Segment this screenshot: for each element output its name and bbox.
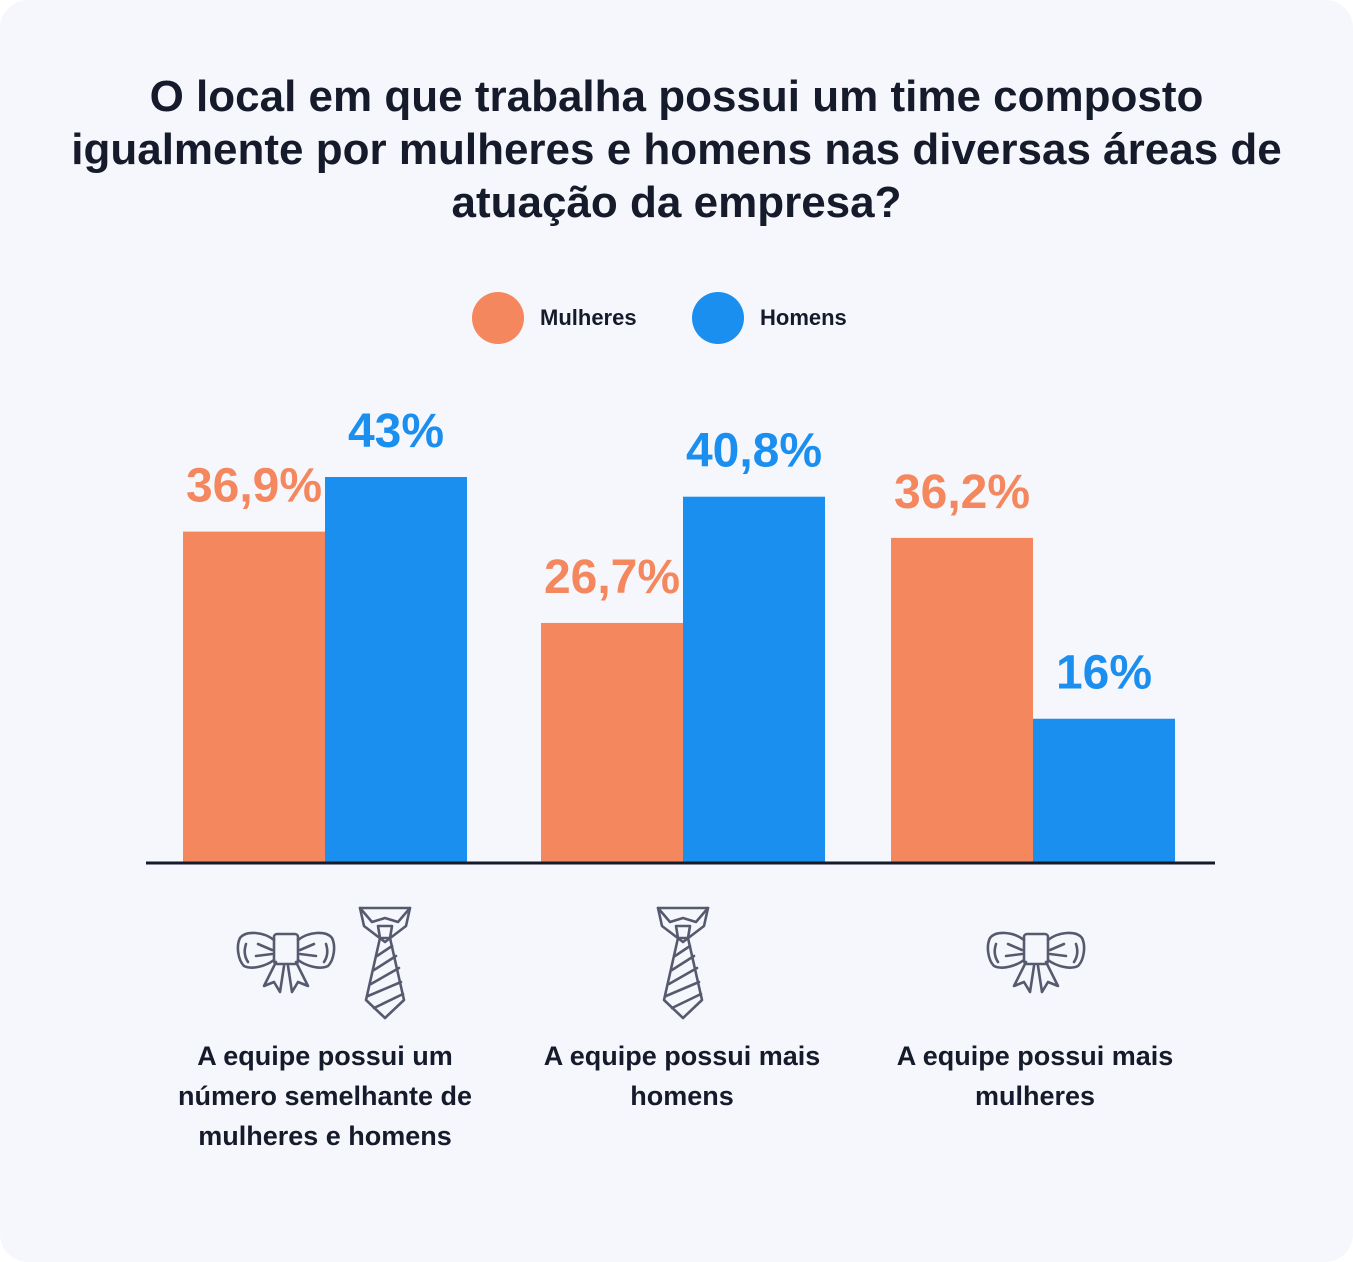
bar-men [683, 496, 825, 862]
category-label: A equipe possui um número semelhante de … [177, 1041, 473, 1151]
bar-chart: 36,9% 26,7% 36,2% 43% 40,8% 16% [146, 405, 1215, 865]
legend: Mulheres Homens [0, 290, 1353, 346]
chart-title: O local em que trabalha possui um time c… [71, 72, 1282, 227]
bow-tie-icon [236, 931, 336, 994]
bow-tie-icon [986, 931, 1086, 994]
legend-item-women: Mulheres [472, 290, 637, 346]
data-label-men: 43% [348, 405, 444, 458]
bar-women [541, 622, 683, 862]
necktie-icon [358, 906, 412, 1020]
category-label: A equipe possui mais homens [543, 1041, 821, 1111]
bar-men [1033, 718, 1175, 862]
data-label-women: 36,2% [894, 466, 1030, 519]
legend-swatch-men [692, 292, 744, 344]
category-label: A equipe possui mais mulheres [896, 1041, 1174, 1111]
legend-swatch-women [472, 292, 524, 344]
bar-men [325, 477, 467, 862]
data-label-women: 36,9% [186, 460, 322, 513]
legend-label-men: Homens [760, 305, 847, 330]
legend-item-men: Homens [692, 290, 847, 346]
data-label-men: 16% [1056, 647, 1152, 700]
bar-women [183, 531, 325, 862]
necktie-icon [656, 906, 710, 1020]
data-label-women: 26,7% [544, 551, 680, 604]
data-label-men: 40,8% [686, 425, 822, 478]
legend-label-women: Mulheres [540, 305, 637, 330]
bar-women [891, 537, 1033, 862]
